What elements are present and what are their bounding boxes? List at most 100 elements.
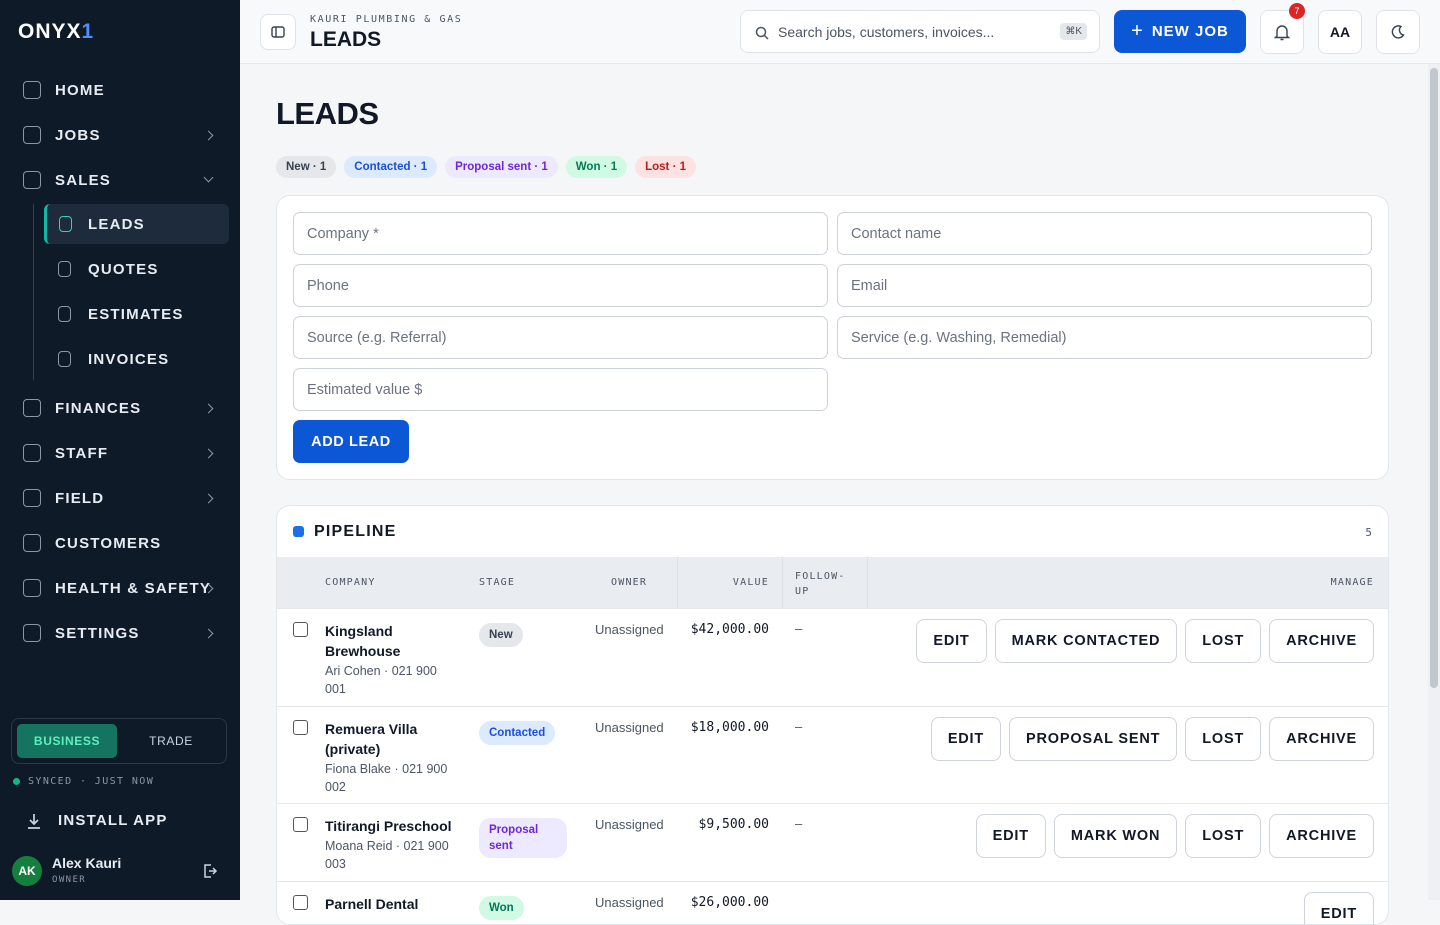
action-button[interactable]: EDIT: [1303, 892, 1374, 924]
input[interactable]: Contact name: [837, 212, 1372, 255]
nav-icon: [23, 444, 41, 462]
company-name: Parnell Dental: [325, 896, 419, 912]
stage-chip[interactable]: Proposal sent · 1: [445, 156, 558, 178]
action-button[interactable]: LOST: [1185, 814, 1262, 858]
mode-option[interactable]: TRADE: [149, 734, 193, 748]
nav-label: INVOICES: [88, 350, 170, 368]
input[interactable]: Source (e.g. Referral): [293, 316, 828, 359]
value: $18,000.00: [690, 720, 769, 735]
action-button[interactable]: MARK WON: [1053, 814, 1178, 858]
nav-item[interactable]: SALES: [0, 160, 240, 200]
topbar: KAURI PLUMBING & GAS LEADS Search jobs, …: [240, 0, 1440, 64]
stage-chips: New · 1 Contacted · 1 Proposal sent · 1 Won…: [276, 156, 696, 178]
chevron: [203, 172, 214, 183]
column-divider: [867, 557, 868, 608]
pipeline-title: PIPELINE: [314, 523, 397, 540]
nav-item[interactable]: FINANCES: [0, 388, 240, 428]
owner: Unassigned: [595, 895, 664, 910]
action-button[interactable]: ARCHIVE: [1269, 717, 1374, 761]
stage-chip[interactable]: Won · 1: [565, 156, 628, 178]
value: $42,000.00: [690, 622, 769, 637]
nav-icon: [23, 171, 41, 189]
input[interactable]: Company *: [293, 212, 828, 255]
action-button[interactable]: EDIT: [930, 717, 1002, 761]
search-placeholder: Search jobs, customers, invoices...: [778, 23, 995, 40]
brand-mark: 1: [81, 20, 95, 43]
action-button[interactable]: MARK CONTACTED: [994, 619, 1178, 663]
contact: Ari Cohen · 021 900 001: [325, 664, 437, 696]
nav-icon: [58, 261, 71, 277]
logout[interactable]: [202, 863, 218, 879]
action-button[interactable]: LOST: [1185, 717, 1262, 761]
actions: EDIT MARK CONTACTED LOST ARCHIVE: [916, 619, 1374, 663]
text-size[interactable]: AA: [1318, 10, 1362, 54]
notifications[interactable]: 7: [1260, 3, 1305, 54]
nav-item[interactable]: JOBS: [0, 115, 240, 155]
nav-icon: [23, 579, 41, 597]
nav-label: FIELD: [55, 489, 105, 507]
column-header: COMPANY: [325, 577, 376, 588]
lead-form: ADD LEAD Company * Contact name Phone Email…: [276, 195, 1389, 480]
stage-chip[interactable]: Lost · 1: [635, 156, 696, 178]
column-header: FOLLOW-UP: [795, 571, 846, 597]
nav-icon: [23, 81, 41, 99]
add-lead[interactable]: ADD LEAD: [293, 420, 409, 463]
nav-item[interactable]: INVOICES: [0, 339, 240, 379]
sidebar-toggle[interactable]: [260, 14, 296, 50]
install-icon: [28, 814, 40, 829]
action-button[interactable]: LOST: [1185, 619, 1262, 663]
row-checkbox[interactable]: [293, 817, 308, 832]
actions: EDIT PROPOSAL SENT LOST ARCHIVE: [930, 717, 1374, 761]
nav-icon: [58, 351, 71, 367]
chevron: [203, 403, 214, 413]
new-job[interactable]: + NEW JOB: [1114, 10, 1246, 53]
nav-item[interactable]: ESTIMATES: [0, 294, 240, 334]
nav-item[interactable]: SETTINGS: [0, 613, 240, 653]
owner: Unassigned: [595, 720, 664, 735]
action-button[interactable]: PROPOSAL SENT: [1009, 717, 1178, 761]
user-name: Alex Kauri: [52, 855, 122, 871]
input[interactable]: Email: [837, 264, 1372, 307]
nav-label: FINANCES: [55, 399, 142, 417]
input[interactable]: Service (e.g. Washing, Remedial): [837, 316, 1372, 359]
action-button[interactable]: EDIT: [975, 814, 1046, 858]
nav-icon: [23, 489, 41, 507]
nav-item[interactable]: LEADS: [44, 204, 229, 244]
theme[interactable]: [1376, 10, 1420, 54]
nav-item[interactable]: QUOTES: [0, 249, 240, 289]
input[interactable]: Estimated value $: [293, 368, 828, 411]
action-button[interactable]: ARCHIVE: [1269, 619, 1374, 663]
nav-item[interactable]: STAFF: [0, 433, 240, 473]
pipeline: PIPELINE 5 COMPANY STAGE OWNER VALUE FOLLOW-…: [276, 505, 1389, 925]
input[interactable]: Phone: [293, 264, 828, 307]
nav-icon: [58, 306, 71, 322]
contact: Moana Reid · 021 900 003: [325, 839, 449, 871]
nav-item[interactable]: FIELD: [0, 478, 240, 518]
owner: Unassigned: [595, 622, 664, 637]
install-app[interactable]: INSTALL APP: [58, 812, 168, 829]
nav-item[interactable]: HOME: [0, 70, 240, 110]
nav-label: ESTIMATES: [88, 305, 184, 323]
nav-item[interactable]: CUSTOMERS: [0, 523, 240, 563]
owner: Unassigned: [595, 817, 664, 832]
scroll-thumb[interactable]: [1430, 68, 1438, 688]
company: Remuera Villa (private) Fiona Blake · 021…: [325, 719, 460, 796]
action-button[interactable]: EDIT: [916, 619, 987, 663]
row-checkbox[interactable]: [293, 622, 308, 637]
nav-item[interactable]: HEALTH & SAFETY: [0, 568, 240, 608]
stage-chip[interactable]: Contacted · 1: [344, 156, 438, 178]
action-button[interactable]: ARCHIVE: [1269, 814, 1374, 858]
row-checkbox[interactable]: [293, 720, 308, 735]
brand-name: ONYX: [18, 20, 82, 43]
nav-label: QUOTES: [88, 260, 159, 278]
stage-chip[interactable]: New · 1: [276, 156, 337, 178]
row-checkbox[interactable]: [293, 895, 308, 910]
search[interactable]: Search jobs, customers, invoices... ⌘K: [740, 10, 1100, 53]
company: KAURI PLUMBING & GAS: [310, 14, 463, 25]
actions: EDIT: [1303, 892, 1374, 924]
mode-option[interactable]: BUSINESS: [17, 724, 117, 758]
nav-label: SALES: [55, 171, 112, 189]
chevron: [203, 493, 214, 503]
mode-toggle: BUSINESS TRADE: [11, 718, 227, 764]
